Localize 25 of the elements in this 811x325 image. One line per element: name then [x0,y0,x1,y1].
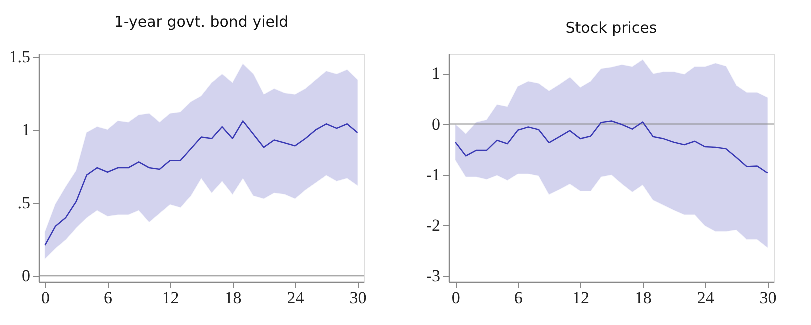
y-tick-label: 0 [22,266,30,286]
line-series [455,120,768,174]
y-tick-label: 1.5 [9,47,30,66]
y-tick-label: -3 [426,266,440,286]
x-tick-label: 6 [514,288,523,308]
y-tick-label: -1 [426,165,440,184]
chart-title: 1-year govt. bond yield [114,12,289,31]
chart-title: Stock prices [566,19,658,37]
y-tick-label: 1 [432,64,440,84]
x-tick-label: 30 [350,288,367,308]
x-tick-label: 12 [572,288,590,308]
line-series [44,120,358,246]
y-tick-label: -2 [426,216,440,235]
x-tick-label: 0 [42,288,50,308]
x-tick-label: 24 [697,288,715,308]
x-tick-label: 30 [760,288,777,308]
x-tick-label: 18 [634,288,652,308]
x-tick-label: 24 [287,288,305,308]
x-tick-label: 12 [162,288,180,308]
x-tick-label: 6 [104,288,112,308]
x-tick-label: 0 [452,288,460,308]
x-tick-label: 18 [224,288,242,308]
y-tick-label: 1 [22,120,30,140]
y-tick-label: 0 [432,114,440,134]
y-tick-label: .5 [18,194,30,213]
